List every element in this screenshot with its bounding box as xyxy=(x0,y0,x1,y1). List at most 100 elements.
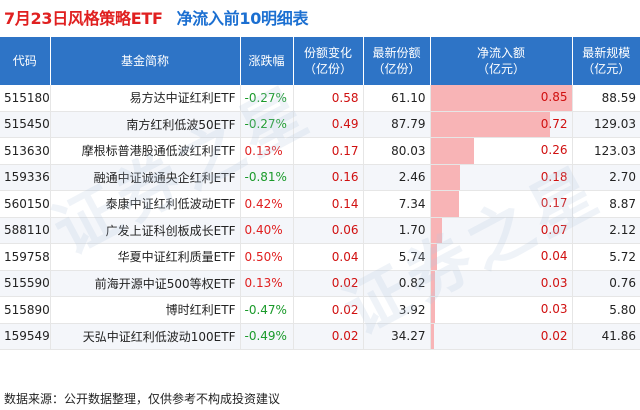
page-title: 7月23日风格策略ETF xyxy=(4,9,163,28)
cell-shares: 7.34 xyxy=(363,190,431,218)
inflow-bar xyxy=(430,270,436,296)
footer-source: 数据来源：公开数据整理，仅供参考不构成投资建议 xyxy=(4,392,281,406)
cell-shares: 1.70 xyxy=(363,217,431,244)
cell-change: -0.49% xyxy=(240,323,294,350)
cell-name: 易方达中证红利ETF xyxy=(50,85,241,112)
cell-name: 天弘中证红利低波动100ETF xyxy=(50,323,241,350)
table-row: 515590 前海开源中证500等权ETF 0.13% 0.02 0.82 0.03 0.7… xyxy=(0,270,640,297)
inflow-value: 0.26 xyxy=(540,143,568,157)
cell-inflow: 0.18 xyxy=(430,164,573,191)
table-row: 560150 泰康中证红利低波动ETF 0.42% 0.14 7.34 0.17 8.87 xyxy=(0,190,640,218)
cell-share-change: 0.49 xyxy=(293,111,364,138)
inflow-bar xyxy=(430,217,443,243)
inflow-bar xyxy=(430,191,459,217)
cell-name: 融通中证诚通央企红利ETF xyxy=(50,164,241,191)
inflow-value: 0.03 xyxy=(540,275,568,290)
cell-name: 广发上证科创板成长ETF xyxy=(50,217,241,244)
page-subtitle: 净流入前10明细表 xyxy=(176,9,309,28)
cell-inflow: 0.03 xyxy=(430,296,573,324)
cell-code: 588110 xyxy=(0,217,51,244)
table-row: 515180 易方达中证红利ETF -0.27% 0.58 61.10 0.85 88.59 xyxy=(0,85,640,112)
inflow-value: 0.18 xyxy=(540,169,568,184)
cell-change: 0.13% xyxy=(240,137,294,165)
cell-shares: 3.92 xyxy=(363,296,431,324)
cell-code: 159758 xyxy=(0,243,51,271)
table-row: 515450 南方红利低波50ETF -0.27% 0.49 87.79 0.72 129.… xyxy=(0,111,640,138)
cell-shares: 2.46 xyxy=(363,164,431,191)
cell-change: -0.47% xyxy=(240,296,294,324)
cell-share-change: 0.02 xyxy=(293,270,364,297)
inflow-bar xyxy=(430,297,436,323)
inflow-value: 0.03 xyxy=(540,302,568,316)
cell-change: -0.81% xyxy=(240,164,294,191)
cell-scale: 129.03 xyxy=(572,111,640,138)
cell-shares: 61.10 xyxy=(363,85,431,112)
cell-share-change: 0.14 xyxy=(293,190,364,218)
header-shares: 最新份额 （亿份） xyxy=(363,37,431,85)
cell-code: 515180 xyxy=(0,85,51,112)
header-inflow: 净流入额 （亿元） xyxy=(430,37,573,85)
inflow-value: 0.72 xyxy=(540,116,568,131)
cell-scale: 41.86 xyxy=(572,323,640,350)
cell-code: 513630 xyxy=(0,137,51,165)
inflow-value: 0.07 xyxy=(540,222,568,237)
header-change: 涨跌幅 xyxy=(240,37,294,85)
inflow-bar xyxy=(430,111,550,137)
cell-name: 华夏中证红利质量ETF xyxy=(50,243,241,271)
cell-code: 515450 xyxy=(0,111,51,138)
inflow-bar xyxy=(430,85,571,110)
cell-change: 0.40% xyxy=(240,217,294,244)
cell-inflow: 0.26 xyxy=(430,137,573,165)
cell-share-change: 0.17 xyxy=(293,137,364,165)
cell-shares: 34.27 xyxy=(363,323,431,350)
cell-share-change: 0.02 xyxy=(293,323,364,350)
cell-scale: 8.87 xyxy=(572,190,640,218)
inflow-value: 0.17 xyxy=(540,196,568,210)
cell-scale: 2.12 xyxy=(572,217,640,244)
cell-share-change: 0.16 xyxy=(293,164,364,191)
inflow-value: 0.04 xyxy=(540,249,568,263)
cell-name: 博时红利ETF xyxy=(50,296,241,324)
cell-shares: 87.79 xyxy=(363,111,431,138)
inflow-value: 0.02 xyxy=(540,328,568,343)
table-header-row: 代码 基金简称 涨跌幅 份额变化 （亿份） 最新份额 （亿份） 净流入额 （亿元） 最… xyxy=(0,37,640,85)
cell-share-change: 0.04 xyxy=(293,243,364,271)
cell-name: 前海开源中证500等权ETF xyxy=(50,270,241,297)
cell-inflow: 0.72 xyxy=(430,111,573,138)
cell-change: -0.27% xyxy=(240,111,294,138)
cell-code: 159549 xyxy=(0,323,51,350)
cell-code: 515890 xyxy=(0,296,51,324)
table-row: 159549 天弘中证红利低波动100ETF -0.49% 0.02 34.27 0.02… xyxy=(0,323,640,350)
cell-share-change: 0.02 xyxy=(293,296,364,324)
cell-name: 南方红利低波50ETF xyxy=(50,111,241,138)
inflow-value: 0.85 xyxy=(540,90,568,104)
cell-scale: 2.70 xyxy=(572,164,640,191)
cell-scale: 5.72 xyxy=(572,243,640,271)
cell-inflow: 0.07 xyxy=(430,217,573,244)
title-bar: 7月23日风格策略ETF 净流入前10明细表 xyxy=(0,0,640,34)
table-row: 159336 融通中证诚通央企红利ETF -0.81% 0.16 2.46 0.18 2.7… xyxy=(0,164,640,191)
header-code: 代码 xyxy=(0,37,51,85)
header-scale: 最新规模 （亿元） xyxy=(572,37,640,85)
cell-scale: 0.76 xyxy=(572,270,640,297)
cell-code: 159336 xyxy=(0,164,51,191)
header-share-change: 份额变化 （亿份） xyxy=(293,37,364,85)
cell-share-change: 0.58 xyxy=(293,85,364,112)
header-name: 基金简称 xyxy=(50,37,241,85)
cell-name: 泰康中证红利低波动ETF xyxy=(50,190,241,218)
cell-inflow: 0.04 xyxy=(430,243,573,271)
cell-scale: 88.59 xyxy=(572,85,640,112)
cell-share-change: 0.06 xyxy=(293,217,364,244)
cell-inflow: 0.02 xyxy=(430,323,573,350)
cell-code: 515590 xyxy=(0,270,51,297)
cell-code: 560150 xyxy=(0,190,51,218)
cell-inflow: 0.03 xyxy=(430,270,573,297)
cell-scale: 5.80 xyxy=(572,296,640,324)
inflow-bar xyxy=(430,164,461,190)
cell-shares: 0.82 xyxy=(363,270,431,297)
cell-shares: 80.03 xyxy=(363,137,431,165)
inflow-bar xyxy=(430,138,474,164)
cell-inflow: 0.85 xyxy=(430,85,573,112)
table-row: 515890 博时红利ETF -0.47% 0.02 3.92 0.03 5.80 xyxy=(0,296,640,324)
etf-table: 代码 基金简称 涨跌幅 份额变化 （亿份） 最新份额 （亿份） 净流入额 （亿元） 最… xyxy=(0,37,640,350)
